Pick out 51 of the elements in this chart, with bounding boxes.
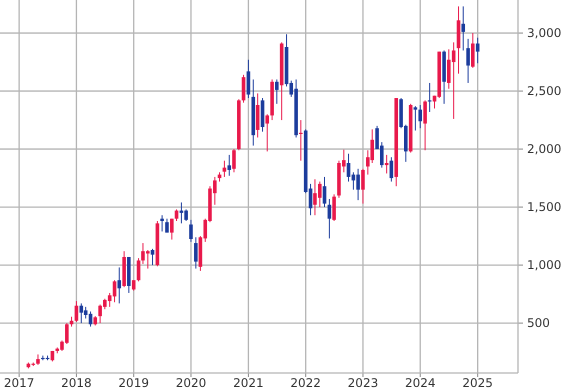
x-tick-label: 2021 bbox=[233, 376, 264, 390]
x-tick-label: 2020 bbox=[176, 376, 206, 390]
candlestick bbox=[170, 218, 174, 240]
x-tick-label: 2019 bbox=[118, 376, 149, 390]
candlestick bbox=[471, 32, 475, 68]
candlestick bbox=[70, 316, 74, 328]
candlestick bbox=[361, 168, 365, 204]
x-tick-label: 2017 bbox=[4, 376, 34, 390]
candlestick bbox=[418, 104, 422, 129]
x-tick-label: 2022 bbox=[290, 376, 321, 390]
y-tick-label: 2,000 bbox=[527, 142, 562, 156]
candlestick bbox=[222, 160, 226, 178]
candlestick bbox=[246, 59, 250, 99]
y-tick-label: 3,000 bbox=[527, 26, 562, 40]
y-tick-label: 1,000 bbox=[527, 258, 562, 272]
candlestick bbox=[461, 6, 466, 51]
candlestick bbox=[160, 214, 164, 232]
candlestick bbox=[36, 354, 40, 366]
candlestick bbox=[79, 302, 84, 324]
candlestick bbox=[194, 236, 198, 270]
candlestick bbox=[117, 266, 122, 304]
candlestick bbox=[132, 280, 136, 292]
candlestick bbox=[150, 248, 154, 266]
candlestick bbox=[218, 172, 222, 182]
candlestick bbox=[174, 208, 178, 222]
candlestick bbox=[476, 37, 480, 64]
candlestick bbox=[322, 176, 326, 208]
y-tick-label: 500 bbox=[527, 316, 550, 330]
candlestick bbox=[390, 156, 394, 182]
x-tick-label: 2025 bbox=[462, 376, 493, 390]
y-tick-label: 2,500 bbox=[527, 84, 562, 98]
candlestick bbox=[370, 128, 374, 164]
candlestick bbox=[328, 198, 332, 239]
candlestick bbox=[227, 154, 232, 176]
candlestick bbox=[74, 300, 78, 322]
candlestick bbox=[423, 100, 427, 151]
candlestick bbox=[275, 78, 279, 104]
x-tick-label: 2018 bbox=[61, 376, 92, 390]
candlestick bbox=[466, 38, 470, 84]
candlestick bbox=[165, 218, 169, 234]
candlestick bbox=[189, 219, 193, 242]
x-tick-label: 2024 bbox=[404, 376, 436, 390]
candlestick bbox=[332, 194, 336, 222]
candlestick bbox=[136, 258, 140, 282]
candlestick bbox=[242, 74, 246, 104]
candlestick bbox=[384, 154, 388, 174]
y-tick-label: 1,500 bbox=[527, 200, 562, 214]
candlestick bbox=[93, 316, 98, 326]
x-tick-label: 2023 bbox=[348, 376, 378, 390]
candlestick bbox=[265, 114, 270, 152]
candlestick bbox=[232, 148, 236, 173]
